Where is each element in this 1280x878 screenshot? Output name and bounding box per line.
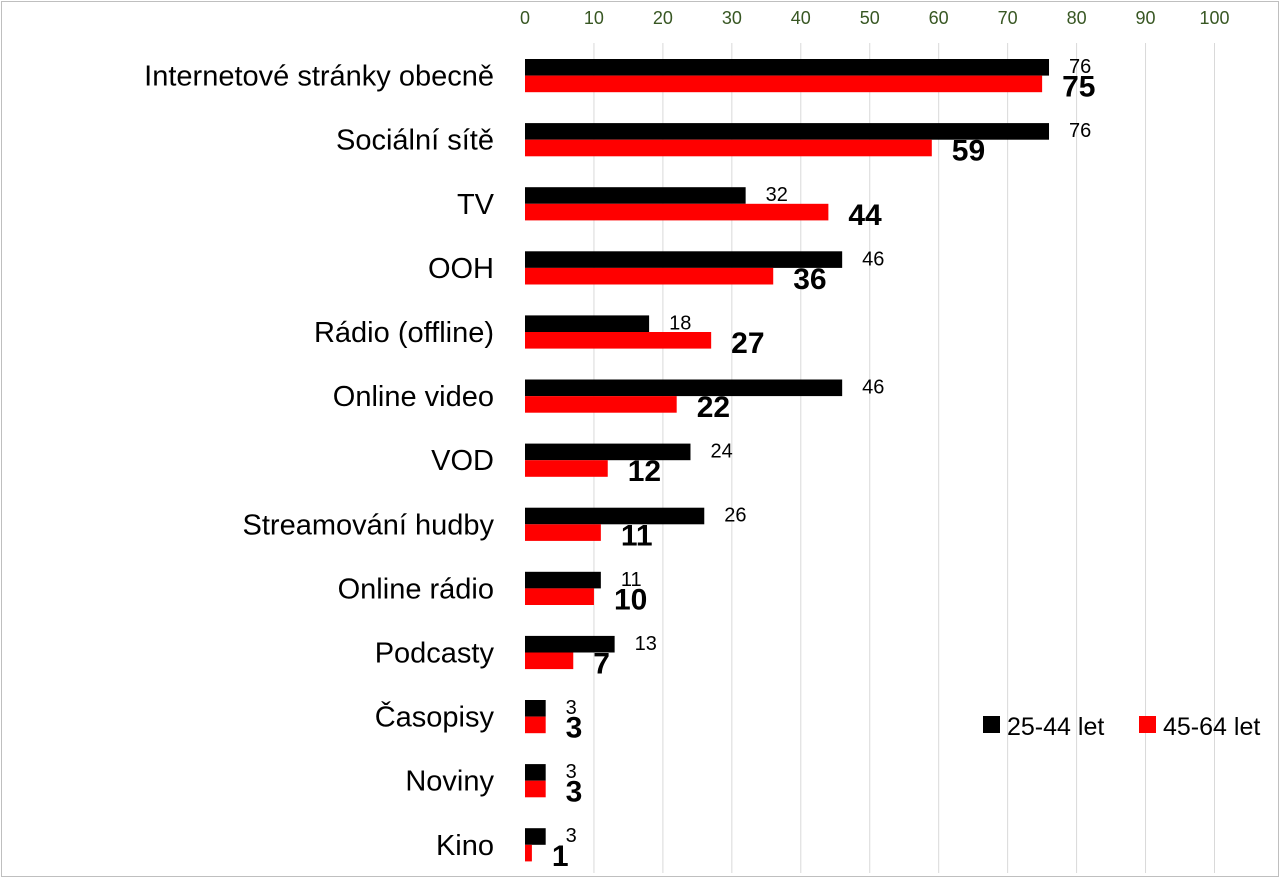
category-label: Online video [333, 381, 494, 413]
bar-45-64 [525, 780, 546, 798]
bar-45-64 [525, 716, 546, 734]
legend-label-25-44: 25-44 let [1007, 713, 1104, 741]
legend-swatch-45-64 [1139, 716, 1156, 733]
data-label-45-64: 3 [566, 776, 583, 809]
x-tick-label: 0 [520, 8, 530, 28]
bar-25-44 [525, 571, 601, 589]
bar-45-64 [525, 267, 774, 285]
gridlines [593, 43, 1215, 873]
bar-25-44 [525, 315, 650, 332]
category-label: Rádio (offline) [314, 317, 494, 349]
bars [525, 59, 1050, 862]
data-label-45-64: 11 [621, 519, 653, 552]
bar-45-64 [525, 396, 677, 413]
bar-25-44 [525, 187, 746, 204]
data-label-45-64: 22 [697, 391, 730, 424]
bar-25-44 [525, 828, 546, 845]
category-label: Streamování hudby [243, 509, 495, 541]
data-label-45-64: 59 [952, 135, 985, 168]
x-tick-label: 90 [1136, 8, 1156, 28]
data-label-25-44: 3 [566, 825, 577, 847]
data-label-45-64: 7 [593, 648, 610, 681]
data-label-25-44: 13 [635, 633, 657, 655]
x-tick-label: 30 [722, 8, 742, 28]
category-label: Časopisy [375, 700, 495, 734]
bar-25-44 [525, 379, 843, 397]
bar-25-44 [525, 59, 1050, 76]
data-label-25-44: 46 [862, 377, 884, 399]
category-label: Noviny [405, 766, 494, 798]
bar-45-64 [525, 139, 932, 157]
bar-25-44 [525, 635, 615, 653]
bar-45-64 [525, 75, 1043, 93]
data-label-45-64: 12 [628, 455, 661, 488]
data-label-25-44: 76 [1069, 120, 1091, 142]
bar-45-64 [525, 203, 829, 221]
x-axis-ticks: 0 10 20 30 40 50 60 70 80 90 100 [520, 8, 1230, 28]
category-label: Podcasty [375, 638, 495, 670]
data-label-45-64: 27 [731, 327, 764, 360]
legend: 25-44 let 45-64 let [983, 713, 1260, 741]
bar-25-44 [525, 764, 546, 781]
bar-45-64 [525, 460, 608, 477]
bar-45-64 [525, 652, 574, 670]
x-tick-label: 20 [653, 8, 673, 28]
bar-45-64 [525, 844, 532, 862]
bar-25-44 [525, 507, 705, 525]
x-tick-label: 70 [998, 8, 1018, 28]
bar-45-64 [525, 332, 712, 349]
data-label-45-64: 36 [793, 263, 826, 296]
category-label: Sociální sítě [336, 125, 494, 157]
data-label-45-64: 1 [552, 840, 569, 873]
data-label-25-44: 46 [862, 248, 884, 270]
data-label-25-44: 76 [1069, 56, 1091, 78]
data-label-45-64: 3 [566, 712, 583, 745]
x-tick-label: 50 [860, 8, 880, 28]
category-label: OOH [428, 253, 494, 285]
data-label-45-64: 10 [614, 583, 647, 616]
category-label: TV [457, 189, 495, 221]
bar-45-64 [525, 588, 594, 605]
category-label: Internetové stránky obecně [144, 61, 494, 93]
bar-25-44 [525, 251, 843, 268]
x-tick-label: 10 [584, 8, 604, 28]
x-tick-label: 60 [929, 8, 949, 28]
data-label-25-44: 26 [724, 505, 746, 527]
bar-25-44 [525, 700, 546, 717]
data-label-45-64: 75 [1062, 71, 1095, 104]
data-label-25-44: 32 [766, 184, 788, 206]
data-label-45-64: 44 [848, 199, 882, 232]
legend-label-45-64: 45-64 let [1163, 713, 1260, 741]
x-tick-label: 40 [791, 8, 811, 28]
x-tick-label: 80 [1067, 8, 1087, 28]
data-label-25-44: 18 [669, 312, 691, 334]
category-label: Kino [436, 830, 494, 862]
data-label-25-44: 3 [566, 761, 577, 783]
data-label-25-44: 24 [710, 441, 732, 463]
data-labels: 7675765932444636182746222412261111101373… [552, 56, 1096, 873]
category-label: VOD [431, 445, 494, 477]
category-labels: Internetové stránky obecně Sociální sítě T… [144, 61, 494, 862]
x-tick-label: 100 [1199, 8, 1229, 28]
bar-45-64 [525, 524, 601, 541]
category-label: Online rádio [338, 573, 494, 605]
data-label-25-44: 3 [566, 697, 577, 719]
bar-25-44 [525, 443, 691, 461]
legend-swatch-25-44 [983, 716, 1000, 733]
bar-25-44 [525, 123, 1050, 140]
data-label-25-44: 11 [621, 569, 642, 591]
